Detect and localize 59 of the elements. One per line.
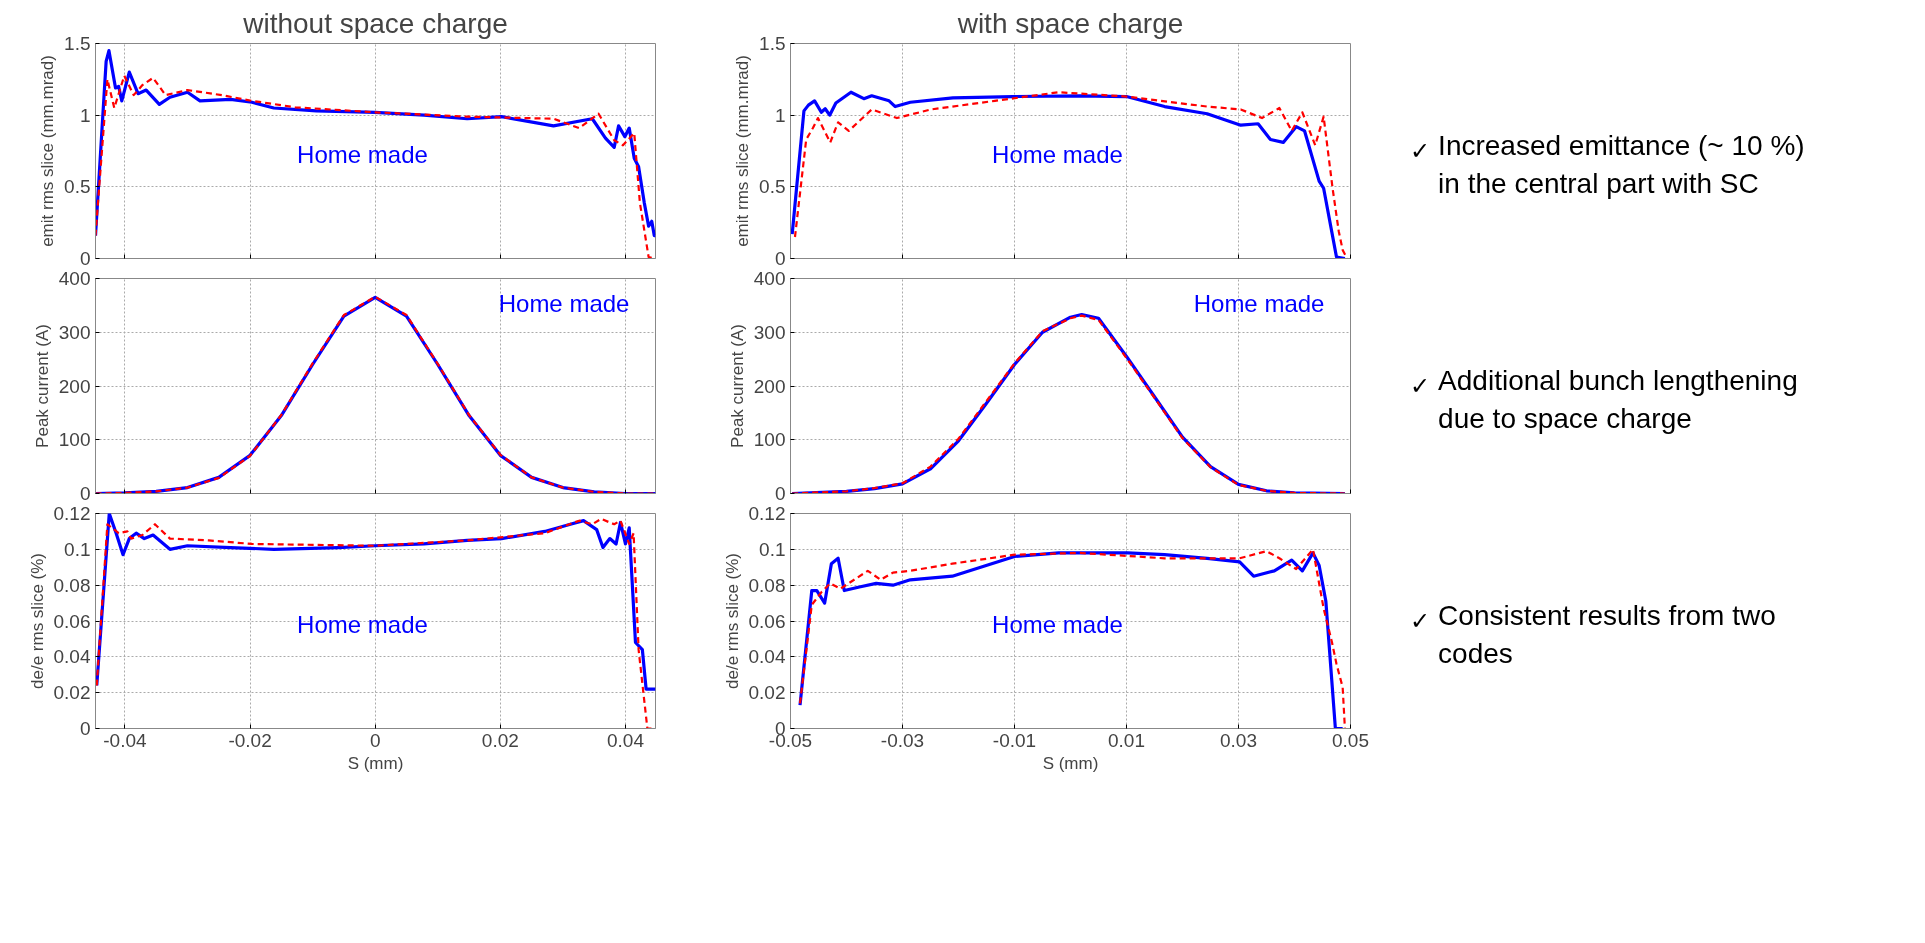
y-tick-label: 0.1 (64, 538, 91, 560)
y-tick-label: 0 (79, 483, 91, 504)
y-tick-label: 0 (774, 483, 786, 504)
y-tick-label: 0.1 (759, 538, 786, 560)
text: ✓ Consistent results from two codes (1409, 599, 1776, 670)
y-tick-label: 100 (753, 429, 786, 451)
y-tick-label: 0.06 (53, 610, 91, 632)
x-tick-label: 0.04 (606, 729, 645, 751)
y-axis-title: Peak current (A) (727, 324, 747, 448)
y-tick-label: 1.5 (759, 33, 786, 54)
text: Home made (498, 290, 630, 318)
y-axis-title: de/e rms slice (%) (27, 552, 47, 690)
y-axis-title: Peak current (A) (32, 324, 52, 448)
text: ✓ Increased emittance (~ 10 %) in the central part with SC (1409, 129, 1805, 200)
x-tick-label: 0 (369, 729, 381, 751)
y-tick-label: 0 (774, 248, 786, 269)
y-tick-label: 0.08 (748, 574, 786, 596)
y-tick-label: 200 (753, 375, 786, 397)
series-label: Home made (297, 141, 428, 169)
y-axis-title: emit rms slice (mm.mrad) (733, 55, 753, 247)
y-tick-label: 0.08 (53, 574, 91, 596)
text: ✓ Additional bunch lengthening due to space charge (1409, 364, 1798, 435)
y-tick-label: 0.06 (748, 610, 786, 632)
y-tick-label: 300 (753, 321, 786, 343)
y-tick-label: 0 (79, 248, 91, 269)
x-tick-label: -0.04 (103, 729, 147, 751)
y-tick-label: 1.5 (64, 33, 91, 54)
y-tick-label: 0.5 (64, 176, 91, 198)
y-tick-label: 100 (58, 429, 91, 451)
y-tick-label: 300 (58, 321, 91, 343)
x-tick-label: -0.01 (992, 729, 1037, 751)
x-tick-label: 0.05 (1332, 729, 1369, 751)
y-axis-title: de/e rms slice (%) (722, 552, 742, 690)
y-tick-label: 400 (58, 268, 91, 289)
y-axis-title: emit rms slice (mm.mrad) (38, 55, 58, 247)
x-tick-label: -0.02 (228, 729, 272, 751)
y-tick-label: 400 (753, 268, 786, 289)
y-tick-label: 1 (79, 104, 91, 126)
y-tick-label: 0.02 (53, 682, 91, 704)
series-label: Home made (992, 141, 1123, 169)
x-tick-label: 0.01 (1108, 729, 1145, 751)
x-tick-label: -0.03 (880, 729, 925, 751)
x-tick-label: 0.02 (481, 729, 519, 751)
series-label: Home made (992, 611, 1123, 639)
y-tick-label: 1 (774, 104, 786, 126)
y-tick-label: 0.02 (748, 682, 786, 704)
y-tick-label: 200 (58, 375, 91, 397)
chart-title: with space charge (956, 7, 1184, 39)
y-tick-label: 0.04 (53, 646, 91, 668)
x-tick-label: 0.03 (1220, 729, 1257, 751)
y-tick-label: 0.5 (759, 176, 786, 198)
text: Home made (297, 611, 428, 639)
chart-title: without space charge (242, 7, 508, 39)
y-tick-label: 0.04 (748, 646, 786, 668)
y-tick-label: 0.12 (748, 503, 786, 524)
y-tick-label: 0.12 (53, 503, 91, 524)
x-axis-title: S (mm) (1042, 753, 1099, 773)
x-axis-title: S (mm) (347, 753, 404, 773)
text: Home made (1193, 290, 1325, 318)
